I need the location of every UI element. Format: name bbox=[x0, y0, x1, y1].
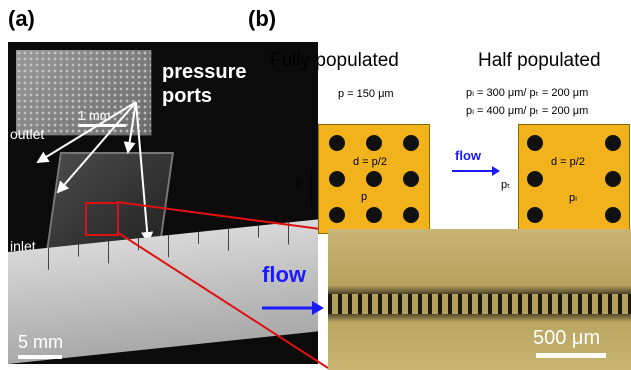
outlet-label: outlet bbox=[10, 126, 45, 142]
panel-label-a: (a) bbox=[8, 6, 35, 31]
scale-bar-5mm bbox=[18, 355, 62, 359]
fully-param: p = 150 μm bbox=[338, 88, 394, 100]
half-pt-label: pₜ bbox=[501, 179, 511, 191]
flow-small-arrow-icon bbox=[452, 166, 500, 176]
pressure-ports-label: pressure ports bbox=[162, 60, 247, 108]
fully-d-label: d = p/2 bbox=[353, 156, 387, 168]
fully-p-bracket bbox=[311, 170, 312, 206]
half-d-label: d = p/2 bbox=[551, 156, 585, 168]
half-param-2: pₗ = 400 μm/ pₜ = 200 μm bbox=[466, 105, 589, 117]
half-param-1: pₗ = 300 μm/ pₜ = 200 μm bbox=[466, 87, 589, 99]
sem-scale-bar bbox=[536, 353, 606, 358]
flow-large-label: flow bbox=[262, 262, 306, 287]
half-populated-pattern: d = p/2 pₗ bbox=[518, 124, 630, 234]
sem-image: 500 μm bbox=[328, 229, 631, 370]
flow-small-label: flow bbox=[455, 148, 481, 163]
sem-scale-label: 500 μm bbox=[533, 327, 601, 349]
zoom-region-box bbox=[85, 202, 119, 236]
fully-p-label-v: p bbox=[296, 176, 303, 188]
pressure-label-line1: pressure bbox=[162, 61, 247, 83]
flow-large-arrow-icon bbox=[262, 301, 324, 315]
fully-p-label-h: p bbox=[361, 191, 368, 203]
pressure-label-line2: ports bbox=[162, 85, 212, 107]
inset-scale-bar bbox=[78, 124, 126, 127]
half-populated-title: Half populated bbox=[478, 50, 601, 71]
fully-populated-pattern: d = p/2 p bbox=[318, 124, 430, 234]
micro-channels bbox=[328, 294, 631, 314]
scale-label-5mm: 5 mm bbox=[18, 332, 63, 352]
pressure-arrows bbox=[36, 101, 154, 244]
panel-label-b: (b) bbox=[248, 6, 277, 31]
half-pl-label: pₗ bbox=[569, 192, 577, 204]
device-photo: 1 mm pressure ports outlet inlet 5 mm bbox=[8, 42, 318, 364]
inset-scale-label: 1 mm bbox=[78, 108, 111, 123]
fully-populated-title: Fully populated bbox=[270, 50, 399, 71]
sem-inset: 1 mm bbox=[16, 50, 152, 136]
